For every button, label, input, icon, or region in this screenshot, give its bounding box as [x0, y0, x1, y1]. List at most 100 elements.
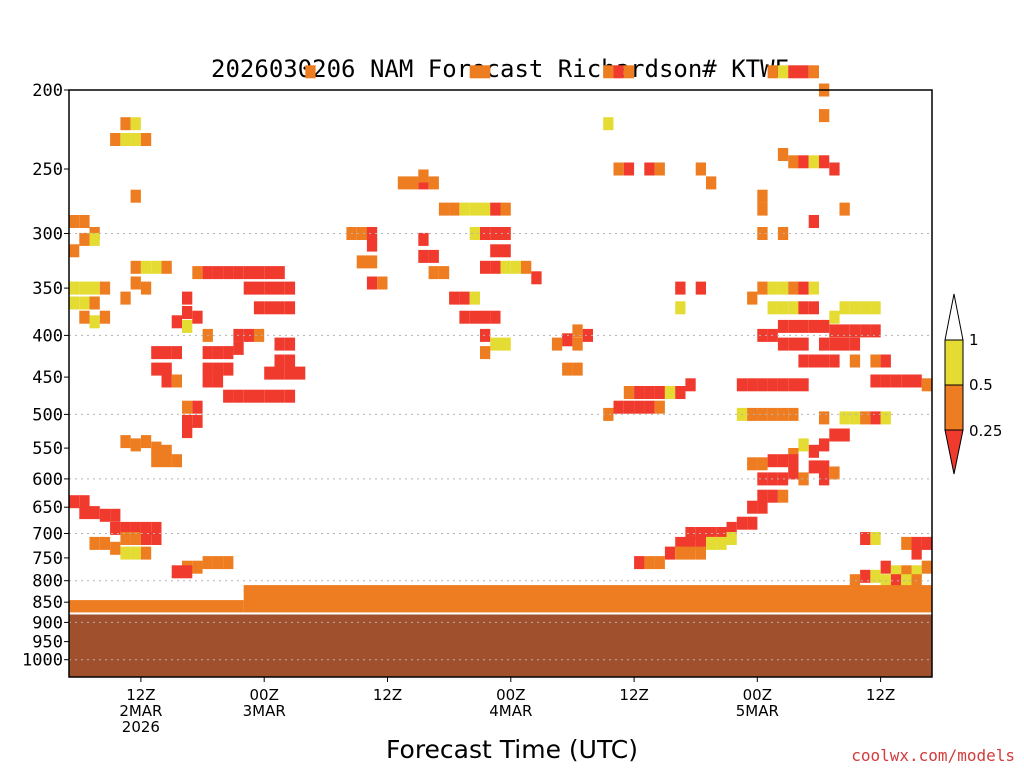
heatmap-cell [120, 521, 131, 535]
x-tick-label: 5MAR [736, 702, 779, 720]
heatmap-cell [634, 400, 645, 414]
heatmap-cell [223, 389, 234, 403]
heatmap-cell [500, 244, 511, 258]
heatmap-cell [849, 324, 861, 338]
heatmap-cell [202, 266, 213, 280]
heatmap-cell [480, 310, 491, 324]
heatmap-cell [500, 337, 511, 351]
heatmap-cell [634, 556, 645, 570]
heatmap-cell [716, 527, 727, 540]
chart-title: 2026030206 NAM Forecast Richardson# KTWF [211, 55, 789, 83]
heatmap-cell [921, 378, 932, 392]
y-tick-label: 900 [32, 613, 63, 633]
heatmap-cell [788, 466, 799, 480]
heatmap-cell [356, 255, 367, 269]
heatmap-cell [890, 565, 902, 579]
heatmap-cell [572, 324, 583, 338]
heatmap-cell [110, 521, 121, 535]
heatmap-cell [79, 296, 90, 310]
heatmap-cell [89, 315, 100, 329]
heatmap-cell [223, 556, 234, 570]
heatmap-cell [664, 546, 676, 560]
heatmap-cell [171, 374, 182, 388]
heatmap-cell [284, 389, 296, 403]
heatmap-cell [777, 489, 789, 503]
heatmap-cell [685, 378, 696, 392]
heatmap-cell [89, 232, 100, 246]
heatmap-cell [644, 556, 655, 570]
heatmap-cell [500, 202, 511, 216]
colorbar-bin [944, 339, 964, 386]
heatmap-cell [274, 301, 285, 315]
heatmap-cell [819, 438, 830, 452]
credit-text: coolwx.com/models [851, 746, 1015, 765]
heatmap-cell [356, 227, 367, 240]
heatmap-cell [120, 532, 131, 545]
heatmap-cell [788, 301, 799, 315]
heatmap-cell [747, 378, 758, 392]
y-axis-ticks: 200 250 300 350 400 450 500 550 600 650 700 750 8008… [22, 81, 69, 671]
heatmap-cell [212, 556, 224, 570]
heatmap-cell [808, 215, 819, 228]
heatmap-cell [130, 532, 141, 545]
y-tick-label: 850 [32, 593, 63, 613]
heatmap-cell [839, 411, 850, 425]
heatmap-cell [911, 546, 922, 560]
heatmap-cell [839, 337, 850, 351]
heatmap-cell [798, 319, 809, 333]
heatmap-cell [901, 574, 912, 588]
heatmap-cell [500, 227, 511, 240]
heatmap-cell [644, 386, 655, 399]
heatmap-cell [880, 354, 891, 368]
heatmap-cell [819, 337, 830, 351]
x-tick-label: 00Z [743, 686, 772, 704]
heatmap-cell [223, 266, 234, 280]
heatmap-cell [418, 169, 429, 183]
colorbar-tick-label: 0.25 [969, 422, 1002, 440]
heatmap-cell [366, 255, 378, 269]
heatmap-cell [572, 337, 583, 351]
heatmap-cell [151, 346, 162, 360]
heatmap-cell [449, 291, 460, 305]
heatmap-cell [202, 374, 213, 388]
heatmap-cell [295, 366, 306, 380]
heatmap-cell [284, 301, 296, 315]
heatmap-cell [685, 527, 696, 540]
heatmap-cell [89, 296, 100, 310]
heatmap-cell [849, 337, 861, 351]
heatmap-cell [490, 202, 501, 216]
heatmap-cell [243, 389, 254, 403]
heatmap-cell [264, 366, 275, 380]
heatmap-cell [161, 454, 172, 468]
heatmap-cell [438, 202, 450, 216]
x-tick-label: 12Z [126, 686, 155, 704]
heatmap-cell [911, 565, 922, 579]
heatmap-cell [757, 489, 768, 503]
x-tick-label: 00Z [250, 686, 279, 704]
heatmap-cell [819, 472, 830, 486]
heatmap-cell [274, 366, 285, 380]
heatmap-cell [839, 301, 850, 315]
heatmap-cell [428, 266, 439, 280]
heatmap-cell [788, 65, 799, 79]
heatmap-cell [757, 281, 768, 295]
heatmap-cell [264, 389, 275, 403]
heatmap-cell [480, 202, 491, 216]
ground-fill [69, 614, 932, 677]
heatmap-cell [757, 500, 768, 514]
heatmap-cell [490, 244, 501, 258]
x-tick-label: 2026 [122, 718, 160, 736]
heatmap-cell [890, 374, 902, 388]
heatmap-cell [99, 310, 111, 324]
heatmap-cell [901, 536, 912, 550]
heatmap-cell [675, 536, 686, 550]
heatmap-cell [418, 249, 429, 263]
heatmap-cell [747, 500, 758, 514]
heatmap-cell [695, 162, 706, 176]
heatmap-cell [736, 516, 748, 530]
heatmap-cell [274, 354, 285, 368]
heatmap-cell [757, 202, 768, 216]
heatmap-cell [808, 460, 819, 474]
heatmap-cell [171, 315, 182, 329]
